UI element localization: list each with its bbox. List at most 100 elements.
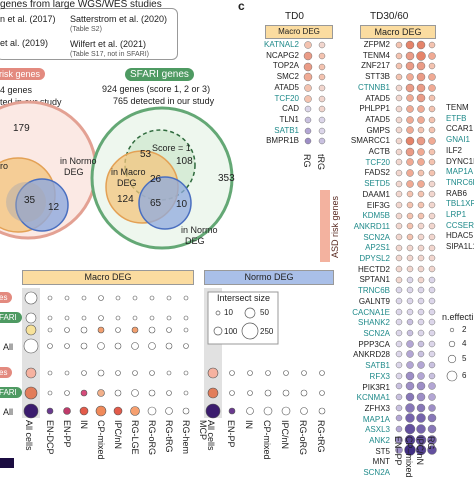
dotplot-b-bottom-rows xyxy=(23,367,190,419)
gene-label: SPTAN1 xyxy=(359,275,390,285)
dotplot-b-top-rows xyxy=(23,291,189,354)
gene-label: DYNC1L xyxy=(446,156,474,166)
c-xlabel-en-pp: EN–PP xyxy=(393,436,403,466)
normo-xlabel-all-cells: All cells xyxy=(206,420,216,451)
gene-label: SATB1 xyxy=(365,361,390,371)
td3060-macro-deg-header: Macro DEG xyxy=(360,25,436,39)
risk-genes-pill: risk genes xyxy=(0,68,46,80)
n-effective-6: 6 xyxy=(462,371,467,380)
gene-label: ZNF217 xyxy=(361,61,390,71)
venn-diagrams xyxy=(0,100,234,250)
gene-label: ANKRD11 xyxy=(353,221,390,231)
row-all-top: All xyxy=(3,342,14,352)
sfari-normo-label-1: in Normo xyxy=(181,225,218,235)
left-venn-in-normo: in Normo xyxy=(60,156,97,166)
studies-title: genes from large WGS/WES studies xyxy=(0,0,162,10)
c-xlabel-cp-mixed: CP–mixed xyxy=(404,436,414,478)
gene-label: SCN2A xyxy=(363,468,390,478)
gene-label: ILF2 xyxy=(446,145,463,155)
sfari-score-label: Score = 1 xyxy=(152,143,191,153)
intersect-legend-250: 250 xyxy=(260,327,274,336)
gene-label: ANKRD28 xyxy=(353,350,390,360)
td0-dotplot xyxy=(303,41,326,145)
row-pill-risk-top: es xyxy=(0,292,13,303)
asd-risk-genes-bar xyxy=(320,190,330,262)
gene-label: SMARCC1 xyxy=(350,136,390,146)
left-venn-12: 12 xyxy=(48,202,60,213)
xlabel-en-dcp: EN-DCP xyxy=(45,420,55,455)
gene-label: CACNA1E xyxy=(352,307,390,317)
td0-gene-list: KATNAL2 NCAPG2 TOP2A SMC2 ATAD5 TCF20 CA… xyxy=(259,40,299,147)
row-all-bottom: All xyxy=(3,407,14,417)
row-pill-risk-bottom: es xyxy=(0,367,13,378)
xlabel-rg-hem: RG-hem xyxy=(181,420,191,455)
gene-label: TOP2A xyxy=(272,61,299,71)
macro-deg-header: Macro DEG xyxy=(22,270,194,285)
gene-label: KATNAL2 xyxy=(264,40,299,49)
sfari-normo-label-2: DEG xyxy=(185,236,205,246)
color-bar xyxy=(0,458,14,468)
gene-label: NCAPG2 xyxy=(266,50,299,60)
normo-xlabel-rg-org: RG-oRG xyxy=(298,420,308,456)
gene-label: MNT xyxy=(372,457,390,467)
normo-xlabel-en-pp: EN-PP xyxy=(226,420,236,448)
n-effective-legend-title: n.effecti xyxy=(442,312,474,322)
study-right-1: Satterstrom et al. (2020) xyxy=(70,14,168,24)
sfari-venn-353: 353 xyxy=(218,173,235,184)
xlabel-en-pp: EN-PP xyxy=(62,420,72,448)
n-effective-legend xyxy=(446,327,458,382)
td0-macro-deg-header: Macro DEG xyxy=(265,25,333,39)
gene-label: SATB1 xyxy=(274,125,299,135)
gene-label: ATAD5 xyxy=(365,93,390,103)
gene-label: CCSER1 xyxy=(446,220,474,230)
gene-label: PIK3R1 xyxy=(362,382,390,392)
xlabel-rg-trg: RG-tRG xyxy=(164,420,174,453)
intersect-legend-100: 100 xyxy=(224,327,238,336)
study-right-3: Wilfert et al. (2021) xyxy=(70,39,147,49)
study-right-2: (Table S2) xyxy=(70,26,102,33)
gene-label: FADS2 xyxy=(364,168,390,178)
gene-label: ZFPM2 xyxy=(363,40,390,49)
gene-label: SCN2A xyxy=(363,232,390,242)
sfari-venn-108: 108 xyxy=(176,156,193,167)
gene-label: TCF20 xyxy=(274,93,299,103)
gene-label: SCN2A xyxy=(363,328,390,338)
gene-label: AP2S1 xyxy=(365,243,390,253)
gene-label: SHANK2 xyxy=(357,318,390,328)
gene-label: ATAD5 xyxy=(365,114,390,124)
gene-label: KCNMA1 xyxy=(356,393,390,403)
n-effective-5: 5 xyxy=(462,354,467,363)
left-venn-deg: DEG xyxy=(64,167,84,177)
gene-label: DPYSL2 xyxy=(359,254,390,264)
n-effective-4: 4 xyxy=(462,339,467,348)
gene-label: MAP1A xyxy=(446,167,474,177)
dotplot-b-normo-rows xyxy=(205,367,326,419)
sfari-macro-label-2: DEG xyxy=(117,178,137,188)
td0-rg-label: RG xyxy=(302,154,312,168)
row-pill-sfari-bottom: FARI xyxy=(0,387,22,398)
studies-box xyxy=(0,8,178,60)
xlabel-rg-lge: RG-LGE xyxy=(130,420,140,455)
gene-label: TENM xyxy=(446,103,469,112)
sfari-venn-65: 65 xyxy=(150,198,162,209)
intersect-legend-50: 50 xyxy=(260,308,269,317)
gene-label: ANK2 xyxy=(369,436,390,446)
risk-genes-count: 4 genes xyxy=(0,85,33,95)
td3060-dotplot xyxy=(395,40,437,456)
sfari-genes-pill: SFARI genes xyxy=(125,68,194,81)
gene-label: PPP3CA xyxy=(358,339,390,349)
gene-label: BMPR1B xyxy=(266,136,299,146)
sfari-count: 924 genes (score 1, 2 or 3) xyxy=(102,84,211,94)
gene-label: GNAI1 xyxy=(446,135,471,145)
gene-label: KDM5B xyxy=(362,211,390,221)
td0-title: TD0 xyxy=(285,11,304,22)
xlabel-ipc-nn: IPC/nN xyxy=(113,420,123,450)
gene-label: CTNNB1 xyxy=(357,82,390,92)
intersect-legend-circles xyxy=(213,307,259,340)
gene-label: RFX3 xyxy=(369,371,390,381)
gene-label: ATAD5 xyxy=(274,82,299,92)
gene-label: TRNC6B xyxy=(357,286,390,296)
left-venn-179: 179 xyxy=(13,123,30,134)
gene-label: GMPS xyxy=(366,125,390,135)
sfari-detected: 765 detected in our study xyxy=(113,96,215,106)
